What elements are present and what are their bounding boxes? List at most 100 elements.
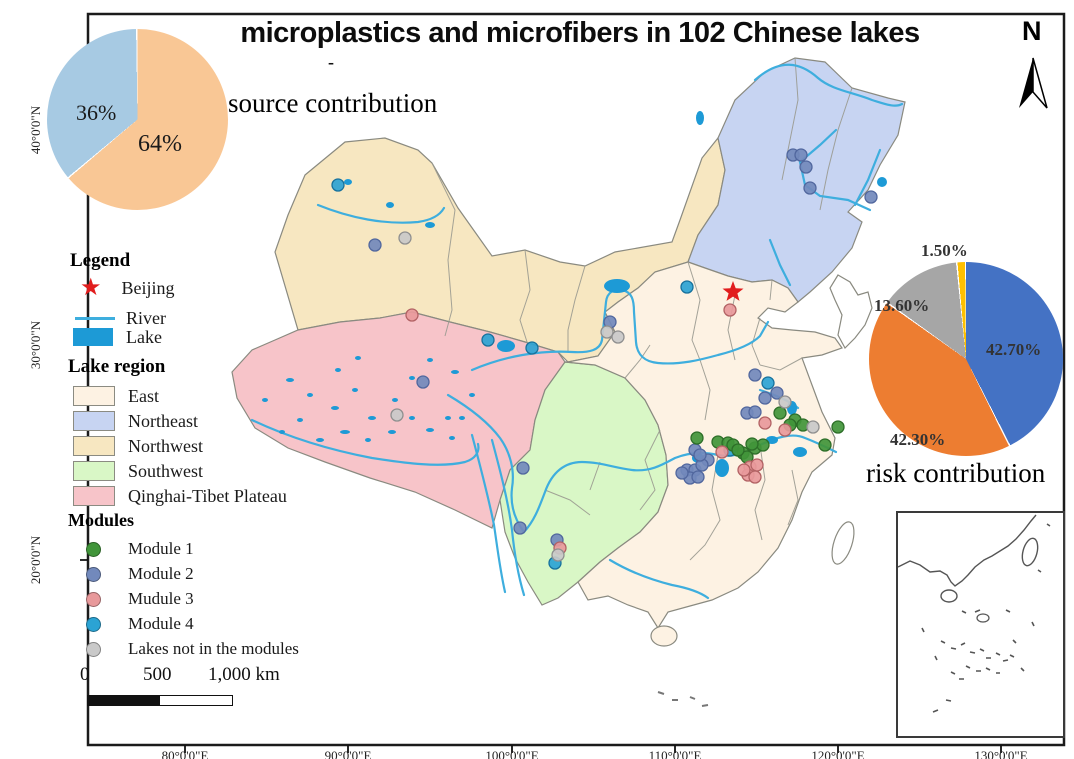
x-tick-90E: 90°0'0"E bbox=[324, 748, 372, 759]
legend-region-qinghai-tibet: Qinghai-Tibet Plateau bbox=[68, 484, 287, 508]
lake-point-module-4 bbox=[331, 178, 345, 192]
lake-point-module-3 bbox=[715, 445, 729, 459]
region-east bbox=[564, 261, 843, 630]
amur-river bbox=[753, 63, 904, 107]
scale-500-label: 500 bbox=[143, 664, 172, 685]
lake-region-heading: Lake region bbox=[68, 356, 166, 377]
lake-point-module-4 bbox=[761, 376, 775, 390]
module-4-dot-icon bbox=[86, 616, 101, 632]
legend-heading: Legend bbox=[70, 250, 131, 271]
figure-title: microplastics and microfibers in 102 Chi… bbox=[240, 17, 920, 49]
lake-point-module-1 bbox=[731, 443, 745, 457]
lake-points-layer bbox=[331, 148, 878, 570]
lake-point-module-2 bbox=[748, 368, 762, 382]
pearl-river bbox=[608, 558, 710, 600]
lake-point-module-2 bbox=[758, 391, 772, 405]
y-tick-40N: 40°0'0"N bbox=[28, 105, 43, 155]
lake-point-module-2 bbox=[368, 238, 382, 252]
hainan-island bbox=[650, 625, 678, 647]
lake-point-module-1 bbox=[818, 438, 832, 452]
lake-point-module-2 bbox=[748, 405, 762, 419]
module-1-label: Module 1 bbox=[128, 539, 194, 558]
source-contribution-pie bbox=[47, 29, 228, 210]
yellow-river bbox=[470, 288, 770, 372]
lake-point-module-3 bbox=[778, 423, 792, 437]
lake-point-module-2 bbox=[799, 160, 813, 174]
no-module-dot-icon bbox=[86, 641, 101, 657]
ussuri-river bbox=[853, 148, 882, 207]
lake-point-module-1 bbox=[745, 437, 759, 451]
map-frame bbox=[86, 12, 1066, 747]
module-3-dot-icon bbox=[86, 591, 101, 607]
east-swatch-icon bbox=[73, 386, 115, 406]
lake-point-module-3 bbox=[723, 303, 737, 317]
lake-point-module-2 bbox=[794, 148, 808, 162]
southwest-swatch-icon bbox=[73, 461, 115, 481]
lake-point-module-0 bbox=[390, 408, 404, 422]
lakes bbox=[262, 111, 887, 477]
modules-heading: Modules bbox=[68, 510, 135, 530]
legend-region-northeast: Northeast bbox=[68, 409, 198, 433]
lake-point-module-2 bbox=[513, 521, 527, 535]
lake-point-module-4 bbox=[525, 341, 539, 355]
qinghai-tibet-swatch-icon bbox=[73, 486, 115, 506]
x-tick-130E: 130°0'0"E bbox=[974, 748, 1028, 759]
stray-mark: - bbox=[328, 52, 334, 72]
lake-point-module-2 bbox=[864, 190, 878, 204]
inset-coastline bbox=[897, 514, 1037, 587]
legend-region-east: East bbox=[68, 384, 159, 408]
legend-region-northwest: Northwest bbox=[68, 434, 203, 458]
legend-module-none: Lakes not in the modules bbox=[68, 637, 299, 661]
x-tick-100E: 100°0'0"E bbox=[485, 748, 539, 759]
x-tick-80E: 80°0'0"E bbox=[161, 748, 209, 759]
lake-point-module-0 bbox=[778, 395, 792, 409]
lake-swatch-icon bbox=[73, 328, 113, 346]
source-slice-36-label: 36% bbox=[76, 100, 117, 125]
lake-point-module-1 bbox=[756, 438, 770, 452]
korea-outline bbox=[829, 274, 873, 349]
river-line-icon bbox=[75, 316, 115, 320]
lake-point-module-4 bbox=[680, 280, 694, 294]
scale-0-label: 0 bbox=[80, 664, 90, 685]
lake-point-module-2 bbox=[691, 470, 705, 484]
lake-point-module-0 bbox=[611, 330, 625, 344]
lake-point-module-1 bbox=[773, 406, 787, 420]
lake-point-module-0 bbox=[398, 231, 412, 245]
x-tick-110E: 110°0'0"E bbox=[648, 748, 702, 759]
legend-item-river: River bbox=[68, 306, 166, 330]
lake-point-module-2 bbox=[516, 461, 530, 475]
beijing-star-icon: ★ bbox=[80, 275, 102, 301]
legend-beijing-label: Beijing bbox=[121, 277, 175, 298]
lake-point-module-3 bbox=[748, 470, 762, 484]
lake-point-module-1 bbox=[690, 431, 704, 445]
inset-map bbox=[896, 511, 1065, 738]
lake-point-module-2 bbox=[770, 386, 784, 400]
lake-point-module-0 bbox=[600, 325, 614, 339]
y-tick-30N: 30°0'0"N bbox=[28, 320, 43, 370]
lake-point-module-0 bbox=[551, 548, 565, 562]
legend-region-southwest: Southwest bbox=[68, 459, 203, 483]
scale-1000-label: 1,000 km bbox=[208, 664, 280, 685]
lake-point-module-3 bbox=[737, 463, 751, 477]
northeast-swatch-icon bbox=[73, 411, 115, 431]
legend-module-2: Module 2 bbox=[68, 562, 194, 586]
module-2-dot-icon bbox=[86, 566, 101, 582]
legend-module-4: Module 4 bbox=[68, 612, 194, 636]
liao-river bbox=[768, 238, 792, 287]
northwest-swatch-icon bbox=[73, 436, 115, 456]
source-pie-caption: source contribution bbox=[228, 88, 438, 118]
risk-pie-caption: risk contribution bbox=[866, 458, 1046, 488]
north-arrow bbox=[1019, 57, 1048, 109]
lake-point-module-2 bbox=[416, 375, 430, 389]
east-label: East bbox=[128, 385, 159, 406]
legend-module-1: Module 1 bbox=[68, 537, 194, 561]
inset-island-marks bbox=[921, 523, 1051, 713]
lake-point-module-0 bbox=[806, 420, 820, 434]
southwest-label: Southwest bbox=[128, 460, 204, 481]
legend-lake-label: Lake bbox=[126, 326, 162, 347]
tarim-river bbox=[316, 203, 446, 224]
lake-point-module-2 bbox=[675, 466, 689, 480]
module-2-label: Module 2 bbox=[128, 564, 194, 583]
